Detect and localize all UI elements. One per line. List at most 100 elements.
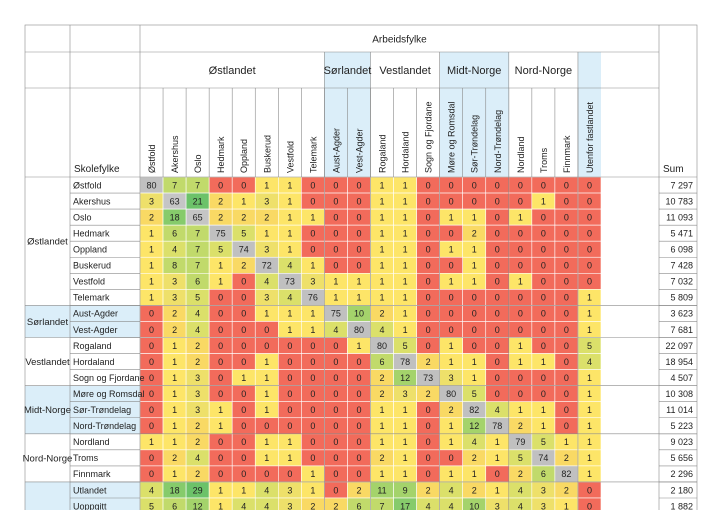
- cell-value: 1: [564, 501, 569, 510]
- cell-value: 0: [333, 421, 338, 431]
- cell-value: 1: [149, 277, 154, 287]
- cell-value: 1: [218, 485, 223, 495]
- cell-value: 3: [495, 501, 500, 510]
- cell-value: 0: [218, 325, 223, 335]
- column-group-bg-3: [439, 52, 509, 177]
- cell-value: 7: [195, 228, 200, 238]
- row-label-rogaland: Rogaland: [73, 341, 112, 351]
- cell-value: 2: [195, 341, 200, 351]
- cell-value: 0: [426, 309, 431, 319]
- cell-value: 0: [564, 228, 569, 238]
- cell-value: 4: [495, 405, 500, 415]
- cell-value: 1: [472, 212, 477, 222]
- cell-value: 4: [149, 485, 154, 495]
- cell-value: 1: [287, 437, 292, 447]
- row-sum: 11 014: [666, 405, 693, 415]
- cell-value: 0: [541, 180, 546, 190]
- cell-value: 1: [241, 373, 246, 383]
- cell-value: 0: [426, 437, 431, 447]
- column-label-hordaland: Hordaland: [401, 131, 411, 173]
- cell-value: 1: [264, 228, 269, 238]
- cell-value: 0: [356, 212, 361, 222]
- column-label-oslo: Oslo: [193, 154, 203, 173]
- cell-value: 1: [287, 228, 292, 238]
- cell-value: 0: [333, 228, 338, 238]
- cell-value: 0: [472, 325, 477, 335]
- cell-value: 6: [356, 501, 361, 510]
- cell-value: 0: [218, 389, 223, 399]
- cell-value: 0: [587, 228, 592, 238]
- cell-value: 0: [426, 212, 431, 222]
- cell-value: 0: [541, 261, 546, 271]
- cell-value: 0: [333, 437, 338, 447]
- cell-value: 1: [149, 437, 154, 447]
- cell-value: 4: [380, 325, 385, 335]
- cell-value: 82: [469, 405, 479, 415]
- cell-value: 2: [195, 421, 200, 431]
- cell-value: 3: [310, 277, 315, 287]
- cell-value: 3: [403, 389, 408, 399]
- cell-value: 0: [541, 341, 546, 351]
- cell-value: 21: [193, 196, 203, 206]
- cell-value: 4: [333, 325, 338, 335]
- column-label-telemark: Telemark: [308, 136, 318, 173]
- row-label-telemark: Telemark: [73, 293, 110, 303]
- cell-value: 0: [310, 437, 315, 447]
- cell-value: 0: [241, 405, 246, 415]
- cell-value: 0: [518, 261, 523, 271]
- cell-value: 0: [518, 389, 523, 399]
- cell-value: 0: [333, 405, 338, 415]
- cell-value: 3: [541, 501, 546, 510]
- cell-value: 0: [587, 245, 592, 255]
- cell-value: 1: [287, 453, 292, 463]
- cell-value: 1: [380, 228, 385, 238]
- cell-value: 10: [469, 501, 479, 510]
- cell-value: 0: [564, 389, 569, 399]
- cell-value: 0: [541, 389, 546, 399]
- cell-value: 2: [172, 453, 177, 463]
- cell-value: 2: [218, 196, 223, 206]
- cell-value: 0: [264, 469, 269, 479]
- cell-value: 0: [541, 245, 546, 255]
- cell-value: 0: [310, 357, 315, 367]
- cell-value: 1: [403, 261, 408, 271]
- row-sum: 2 180: [670, 485, 693, 495]
- cell-value: 7: [195, 261, 200, 271]
- cell-value: 1: [172, 357, 177, 367]
- cell-value: 1: [587, 309, 592, 319]
- cell-value: 4: [449, 485, 454, 495]
- row-group-label-nord-norge: Nord-Norge: [23, 453, 73, 464]
- cell-value: 2: [426, 485, 431, 495]
- cell-value: 0: [218, 341, 223, 351]
- cell-value: 1: [403, 180, 408, 190]
- cell-value: 2: [564, 453, 569, 463]
- cell-value: 0: [541, 228, 546, 238]
- cell-value: 0: [472, 341, 477, 351]
- cell-value: 5: [218, 245, 223, 255]
- cell-value: 0: [449, 261, 454, 271]
- cell-value: 0: [495, 341, 500, 351]
- cell-value: 1: [403, 293, 408, 303]
- cell-value: 0: [472, 180, 477, 190]
- cell-value: 1: [403, 469, 408, 479]
- cell-value: 6: [172, 501, 177, 510]
- cell-value: 0: [241, 341, 246, 351]
- cell-value: 0: [426, 180, 431, 190]
- cell-value: 7: [195, 245, 200, 255]
- column-label-oppland: Oppland: [239, 139, 249, 173]
- cell-value: 4: [518, 501, 523, 510]
- cell-value: 1: [403, 277, 408, 287]
- cell-value: 1: [518, 341, 523, 351]
- cell-value: 0: [564, 245, 569, 255]
- cell-value: 0: [241, 293, 246, 303]
- row-sum: 7 428: [670, 261, 693, 271]
- cell-value: 1: [380, 277, 385, 287]
- cell-value: 1: [403, 212, 408, 222]
- cell-value: 1: [403, 437, 408, 447]
- row-group-label-vestlandet: Vestlandet: [25, 357, 70, 368]
- row-group-bg-2: [25, 337, 140, 386]
- cell-value: 0: [356, 228, 361, 238]
- cell-value: 1: [587, 373, 592, 383]
- cell-value: 5: [241, 228, 246, 238]
- cell-value: 2: [172, 309, 177, 319]
